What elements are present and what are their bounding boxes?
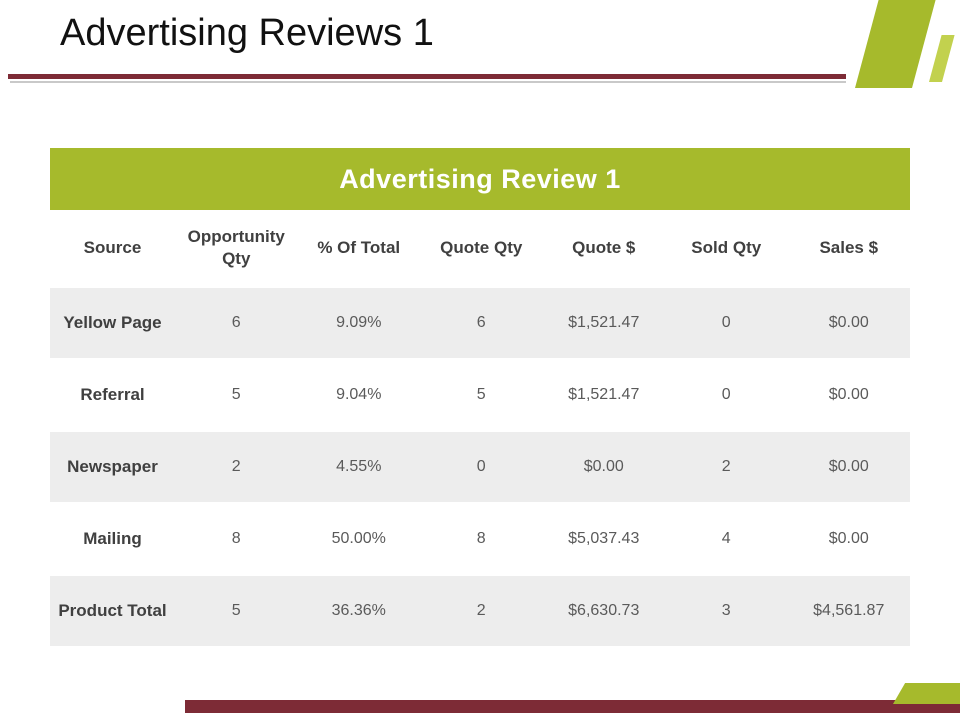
page-title: Advertising Reviews 1 bbox=[60, 12, 434, 54]
table-cell: 2 bbox=[476, 602, 486, 619]
advertising-review-table: Advertising Review 1 Source Opportunity … bbox=[50, 148, 910, 646]
row-label: Product Total bbox=[58, 600, 167, 620]
row-label: Newspaper bbox=[67, 456, 158, 476]
table-cell: 0 bbox=[721, 314, 731, 331]
title-divider-shadow bbox=[10, 81, 846, 83]
bottom-decoration bbox=[893, 683, 960, 704]
row-label: Yellow Page bbox=[63, 312, 162, 332]
corner-decoration-primary bbox=[855, 0, 936, 88]
table-cell: 3 bbox=[721, 602, 731, 619]
table-cell: $0.00 bbox=[828, 458, 869, 475]
table-cell: 9.09% bbox=[336, 314, 382, 331]
table-title: Advertising Review 1 bbox=[50, 148, 910, 210]
table-cell: 36.36% bbox=[331, 602, 386, 619]
table-cell: 5 bbox=[476, 386, 486, 403]
row-label: Mailing bbox=[83, 528, 142, 548]
table-cell: $0.00 bbox=[828, 314, 869, 331]
table-cell: 9.04% bbox=[336, 386, 382, 403]
table-header-row: Source Opportunity Qty % Of Total Quote … bbox=[50, 210, 910, 286]
table-cell: 50.00% bbox=[331, 530, 386, 547]
table-cell: $1,521.47 bbox=[568, 386, 640, 403]
table-cell: $0.00 bbox=[828, 386, 869, 403]
table-cell: 6 bbox=[231, 314, 241, 331]
bottom-bar bbox=[185, 700, 960, 713]
table-row: Referral 5 9.04% 5 $1,521.47 0 $0.00 bbox=[50, 358, 910, 430]
column-header-quote-dollars: Quote $ bbox=[572, 237, 636, 257]
table-row: Newspaper 2 4.55% 0 $0.00 2 $0.00 bbox=[50, 430, 910, 502]
table-cell: 8 bbox=[476, 530, 486, 547]
table-cell: $5,037.43 bbox=[568, 530, 640, 547]
table-cell: $4,561.87 bbox=[813, 602, 885, 619]
table-cell: 8 bbox=[231, 530, 241, 547]
table-cell: 0 bbox=[721, 386, 731, 403]
column-header-opportunity-qty: Opportunity Qty bbox=[187, 226, 285, 268]
corner-decoration-secondary bbox=[929, 35, 955, 82]
column-header-sold-qty: Sold Qty bbox=[691, 237, 762, 257]
table-cell: 0 bbox=[476, 458, 486, 475]
row-label: Referral bbox=[80, 384, 145, 404]
table-cell: 5 bbox=[231, 602, 241, 619]
column-header-sales-dollars: Sales $ bbox=[819, 237, 879, 257]
table-cell: $6,630.73 bbox=[568, 602, 640, 619]
table-cell: 2 bbox=[231, 458, 241, 475]
table-cell: 4 bbox=[721, 530, 731, 547]
column-header-quote-qty: Quote Qty bbox=[440, 237, 523, 257]
table-cell: 2 bbox=[721, 458, 731, 475]
column-header-pct-of-total: % Of Total bbox=[317, 237, 401, 257]
table-row: Yellow Page 6 9.09% 6 $1,521.47 0 $0.00 bbox=[50, 286, 910, 358]
table-cell: $0.00 bbox=[583, 458, 624, 475]
table-row: Product Total 5 36.36% 2 $6,630.73 3 $4,… bbox=[50, 574, 910, 646]
table-cell: $1,521.47 bbox=[568, 314, 640, 331]
table-cell: $0.00 bbox=[828, 530, 869, 547]
column-header-source: Source bbox=[83, 237, 142, 257]
table-cell: 6 bbox=[476, 314, 486, 331]
table-row: Mailing 8 50.00% 8 $5,037.43 4 $0.00 bbox=[50, 502, 910, 574]
table-cell: 5 bbox=[231, 386, 241, 403]
table-cell: 4.55% bbox=[336, 458, 382, 475]
title-divider bbox=[8, 74, 846, 79]
